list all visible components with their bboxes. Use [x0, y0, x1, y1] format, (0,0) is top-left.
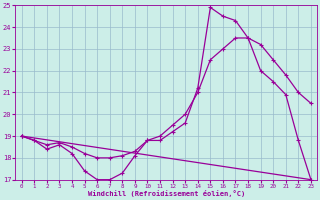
X-axis label: Windchill (Refroidissement éolien,°C): Windchill (Refroidissement éolien,°C) [88, 190, 245, 197]
